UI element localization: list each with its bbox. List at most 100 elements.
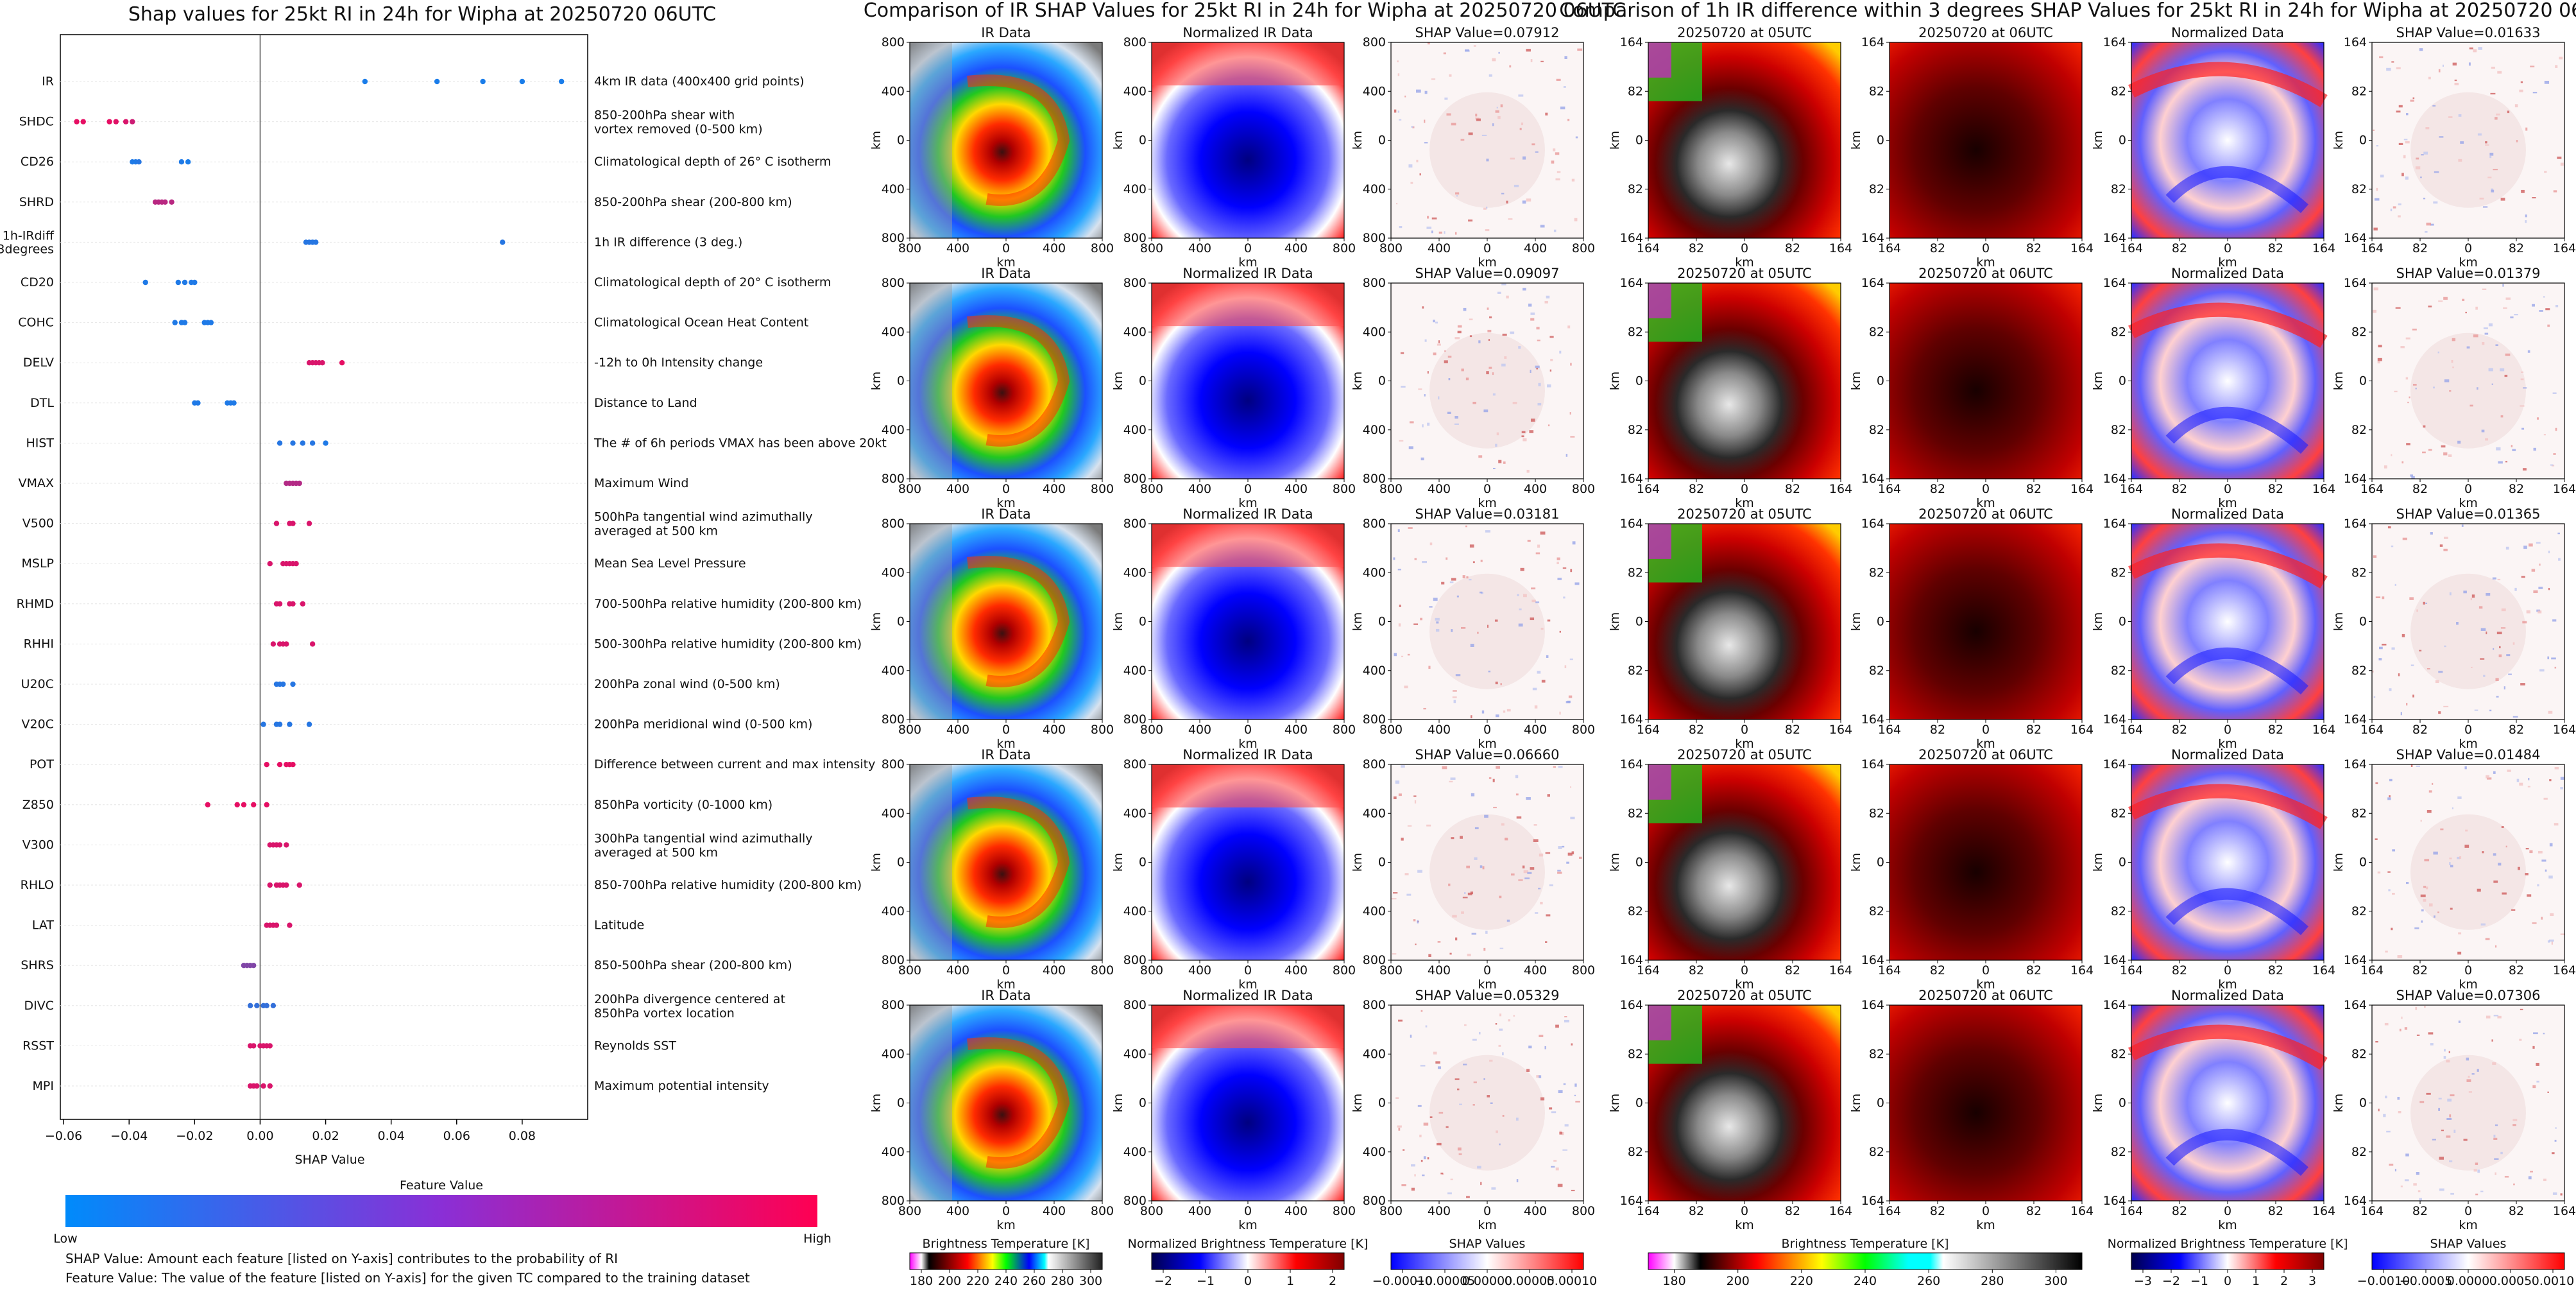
shap-speckle xyxy=(1532,687,1537,691)
panel-title: 20250720 at 05UTC xyxy=(1677,988,1812,1003)
shap-speckle xyxy=(2482,288,2487,290)
shap-speckle xyxy=(1549,336,1554,338)
x-axis-label: km xyxy=(2459,1218,2478,1232)
shap-speckle xyxy=(1555,178,1560,181)
panel-title: 20250720 at 06UTC xyxy=(1918,266,2053,281)
shap-speckle xyxy=(2516,139,2518,142)
shap-speckle xyxy=(1466,1196,1470,1198)
y-tick-label: 800 xyxy=(1363,953,1386,967)
shap-speckle xyxy=(2377,361,2380,364)
shap-speckle xyxy=(1551,1111,1557,1114)
x-tick-label: 0 xyxy=(1982,963,1990,978)
shap-speckle xyxy=(1461,368,1464,372)
y-tick-label: 0 xyxy=(1877,615,1884,629)
shap-point xyxy=(254,1083,260,1089)
shap-speckle xyxy=(1555,152,1560,155)
shap-speckle xyxy=(2410,764,2413,767)
shap-speckle xyxy=(1505,838,1508,841)
shap-speckle xyxy=(1429,1116,1433,1118)
shap-speckle xyxy=(1472,401,1476,404)
shap-point xyxy=(178,159,185,165)
shap-speckle xyxy=(1519,128,1522,130)
shap-speckle xyxy=(1424,119,1426,123)
shap-speckle xyxy=(1472,561,1475,564)
y-axis-label: km xyxy=(869,853,883,872)
x-tick-label: 164 xyxy=(2120,241,2143,255)
shap-speckle xyxy=(2388,889,2391,891)
colorbar-tick-label: 0.0010 xyxy=(2532,1274,2574,1288)
shap-speckle xyxy=(2458,932,2462,935)
warm-band xyxy=(1152,42,1344,86)
shap-point xyxy=(277,721,283,727)
x-tick-label: 400 xyxy=(1524,241,1547,255)
shap-speckle xyxy=(1487,307,1489,310)
y-tick-label: 82 xyxy=(2351,1047,2367,1061)
y-tick-label: 400 xyxy=(1123,664,1147,678)
x-tick-label: 164 xyxy=(2360,241,2384,255)
y-axis-label: km xyxy=(2091,612,2105,632)
shap-speckle xyxy=(2403,139,2408,141)
shap-speckle xyxy=(1480,591,1483,594)
shap-speckle xyxy=(1568,695,1573,698)
shap-speckle xyxy=(1495,1023,1497,1025)
shap-speckle xyxy=(1498,460,1502,463)
x-tick-label: 82 xyxy=(2172,723,2187,737)
shap-speckle xyxy=(2457,440,2461,444)
shap-speckle xyxy=(1530,59,1533,62)
shap-speckle xyxy=(2438,1098,2442,1099)
shap-speckle xyxy=(1500,683,1503,685)
shap-speckle xyxy=(2560,933,2566,935)
shap-speckle xyxy=(1564,1016,1567,1018)
y-tick-label: 800 xyxy=(1363,231,1386,245)
shap-speckle xyxy=(2528,1176,2532,1180)
feature-description: 850-200hPa shear (200-800 km) xyxy=(594,195,792,209)
shap-speckle xyxy=(2403,155,2406,159)
colorbar-label: Brightness Temperature [K] xyxy=(1782,1237,1949,1251)
x-axis-label: km xyxy=(996,496,1016,510)
shap-speckle xyxy=(1547,794,1551,797)
shap-speckle xyxy=(1501,1052,1504,1056)
shap-speckle xyxy=(1518,94,1524,97)
shap-point xyxy=(142,279,148,286)
shap-speckle xyxy=(2423,425,2426,428)
feature-label: IR xyxy=(42,74,54,89)
shap-speckle xyxy=(1513,1015,1515,1017)
shap-speckle xyxy=(2423,151,2428,155)
y-tick-label: 0 xyxy=(2119,374,2126,388)
shap-speckle xyxy=(1438,396,1440,400)
feature-label: SHRD xyxy=(19,195,54,209)
x-tick-label: 0 xyxy=(2464,1204,2472,1218)
y-tick-label: 164 xyxy=(1620,35,1643,49)
y-tick-label: 0 xyxy=(2359,856,2367,870)
y-tick-label: 164 xyxy=(1620,276,1643,290)
diff-group-title: Comparison of 1h IR difference within 3 … xyxy=(1559,0,2576,22)
y-tick-label: 800 xyxy=(1363,1194,1386,1208)
shap-speckle xyxy=(1492,58,1496,62)
x-tick-label: 400 xyxy=(1043,482,1066,496)
x-tick-label: 800 xyxy=(1333,1204,1356,1218)
shap-speckle xyxy=(1435,1061,1440,1064)
shap-speckle xyxy=(2504,1176,2509,1178)
shap-point xyxy=(434,78,440,85)
panel-image-glow xyxy=(1429,332,1545,449)
shap-speckle xyxy=(1465,377,1469,381)
shap-speckle xyxy=(1527,539,1531,542)
x-tick-label: 164 xyxy=(1878,482,1901,496)
y-tick-label: 400 xyxy=(882,664,905,678)
shap-point xyxy=(270,641,277,647)
shap-speckle xyxy=(2512,716,2518,718)
shap-speckle xyxy=(2495,678,2499,682)
ring-band xyxy=(2165,406,2308,454)
x-tick-label: 82 xyxy=(2172,241,2187,255)
y-tick-label: 400 xyxy=(1363,664,1386,678)
shap-speckle xyxy=(2494,1158,2499,1160)
x-tick-label: 400 xyxy=(1428,1204,1451,1218)
shap-speckle xyxy=(2449,857,2452,859)
panel-title: 20250720 at 05UTC xyxy=(1677,747,1812,762)
shap-speckle xyxy=(2373,555,2377,558)
x-tick-label: 800 xyxy=(1572,723,1595,737)
shap-speckle xyxy=(1492,123,1494,126)
